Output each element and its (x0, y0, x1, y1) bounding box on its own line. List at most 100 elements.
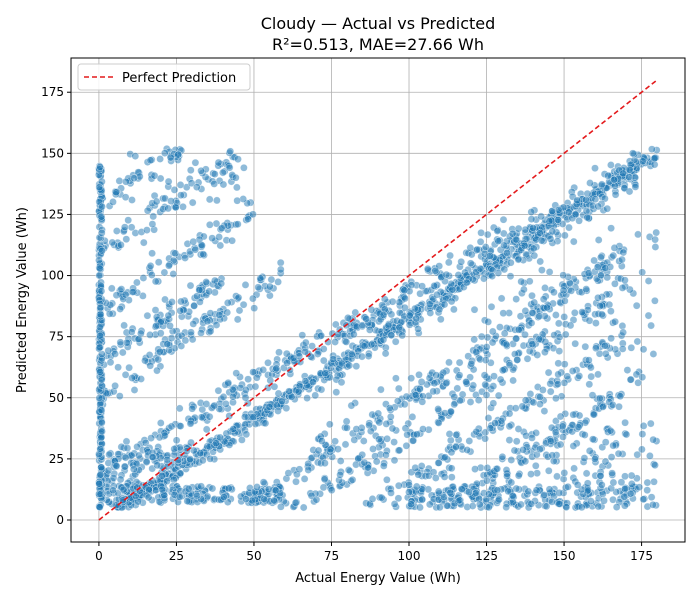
scatter-point (621, 276, 629, 285)
scatter-point (543, 303, 551, 312)
scatter-point (638, 157, 647, 166)
scatter-point (407, 374, 416, 383)
scatter-point (594, 293, 602, 302)
scatter-point (556, 412, 565, 421)
scatter-point (301, 377, 310, 385)
scatter-point (575, 411, 584, 420)
scatter-point (97, 375, 106, 384)
scatter-point (96, 490, 105, 499)
scatter-point (95, 343, 104, 352)
scatter-point (232, 369, 241, 378)
scatter-point (284, 469, 293, 477)
scatter-point (387, 489, 395, 497)
scatter-point (592, 344, 600, 353)
scatter-point (463, 446, 472, 454)
scatter-point (198, 456, 207, 465)
scatter-point (124, 216, 133, 225)
scatter-point (445, 358, 453, 367)
scatter-point (148, 249, 156, 258)
y-tick-label: 125 (41, 207, 64, 221)
scatter-point (242, 495, 250, 503)
scatter-point (401, 424, 410, 433)
scatter-point (498, 452, 507, 461)
scatter-point (470, 335, 479, 344)
scatter-point (484, 503, 493, 512)
scatter-point (512, 334, 520, 343)
scatter-point (445, 430, 454, 438)
scatter-point (594, 370, 602, 379)
scatter-point (164, 311, 173, 320)
scatter-point (122, 437, 131, 446)
scatter-point (601, 264, 610, 272)
scatter-point (267, 275, 276, 284)
scatter-point (535, 312, 544, 321)
scatter-point (402, 441, 411, 450)
scatter-point (234, 155, 242, 164)
scatter-point (282, 404, 291, 413)
scatter-point (560, 297, 569, 305)
scatter-point (233, 183, 241, 192)
scatter-point (383, 475, 391, 484)
scatter-point (415, 370, 423, 379)
scatter-point (381, 349, 390, 358)
scatter-point (411, 304, 419, 313)
scatter-point (241, 386, 250, 394)
scatter-point (425, 300, 434, 309)
scatter-point (647, 493, 656, 502)
scatter-point (121, 453, 130, 462)
scatter-point (571, 210, 580, 218)
scatter-point (633, 450, 642, 459)
scatter-point (400, 286, 409, 295)
scatter-point (500, 329, 509, 338)
scatter-point (186, 281, 195, 290)
scatter-point (164, 204, 172, 213)
scatter-point (527, 470, 535, 478)
legend-box (77, 63, 251, 91)
scatter-point (601, 349, 610, 358)
scatter-point (484, 414, 493, 422)
scatter-point (96, 163, 104, 171)
scatter-point (154, 355, 163, 364)
scatter-point (594, 236, 603, 244)
scatter-point (560, 378, 569, 387)
scatter-point (391, 337, 400, 346)
scatter-point (510, 446, 519, 455)
scatter-point (332, 388, 341, 397)
scatter-point (175, 493, 184, 501)
scatter-point (484, 318, 493, 326)
scatter-point (620, 492, 629, 501)
scatter-point (118, 348, 127, 357)
scatter-point (95, 183, 104, 192)
scatter-point (651, 296, 659, 305)
scatter-point (569, 442, 578, 450)
scatter-point (291, 498, 300, 507)
scatter-point (592, 319, 600, 327)
scatter-point (374, 409, 383, 418)
scatter-point (169, 475, 178, 484)
scatter-point (96, 331, 104, 340)
scatter-point (321, 459, 329, 468)
scatter-point (176, 306, 185, 315)
scatter-point (135, 451, 143, 460)
scatter-point (298, 331, 307, 340)
scatter-point (596, 302, 604, 310)
scatter-point (584, 269, 593, 278)
scatter-point (477, 332, 486, 341)
scatter-point (482, 391, 491, 399)
scatter-point (147, 434, 155, 442)
scatter-point (252, 373, 261, 382)
scatter-point (632, 301, 641, 310)
scatter-point (587, 497, 595, 506)
scatter-point (431, 266, 440, 275)
scatter-point (553, 472, 561, 481)
scatter-point (507, 478, 516, 487)
scatter-point (96, 323, 104, 332)
scatter-point (607, 334, 615, 343)
scatter-point (423, 264, 432, 273)
scatter-point (125, 363, 133, 372)
scatter-point (465, 488, 473, 496)
scatter-point (582, 207, 591, 215)
scatter-point (165, 261, 173, 270)
scatter-point (131, 152, 140, 160)
scatter-point (115, 392, 124, 400)
